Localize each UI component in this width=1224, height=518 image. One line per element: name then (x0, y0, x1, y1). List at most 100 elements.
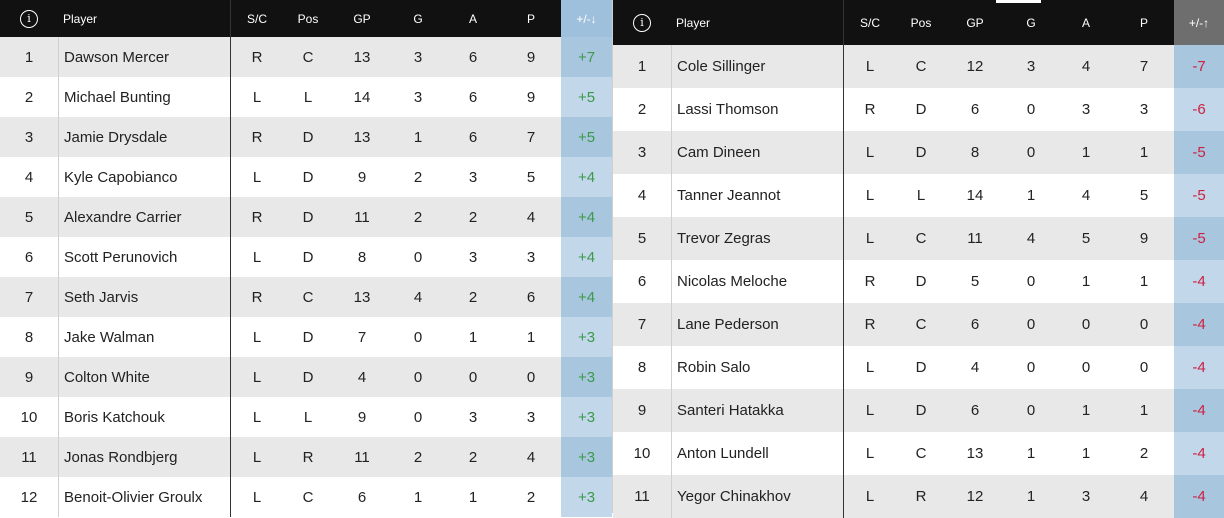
player-name-link[interactable]: Dawson Mercer (58, 37, 230, 77)
table-row[interactable]: 7 Seth Jarvis R C 13 4 2 6 +4 (0, 277, 612, 317)
column-header-gp[interactable]: GP (353, 11, 371, 26)
player-name-link[interactable]: Seth Jarvis (58, 277, 230, 317)
position-cell: D (915, 101, 927, 118)
assists-cell: 3 (1081, 101, 1091, 118)
rank-cell: 10 (20, 408, 38, 426)
player-name-link[interactable]: Lane Pederson (671, 303, 843, 346)
column-header-pos[interactable]: Pos (910, 15, 932, 30)
position-cell: D (302, 328, 314, 346)
table-row[interactable]: 5 Trevor Zegras L C 11 4 5 9 -5 (613, 217, 1224, 260)
table-row[interactable]: 2 Lassi Thomson R D 6 0 3 3 -6 (613, 88, 1224, 131)
player-name-link[interactable]: Nicolas Meloche (671, 260, 843, 303)
player-name-link[interactable]: Scott Perunovich (58, 237, 230, 277)
player-name-link[interactable]: Cam Dineen (671, 131, 843, 174)
table-row[interactable]: 8 Jake Walman L D 7 0 1 1 +3 (0, 317, 612, 357)
shoots-catches-cell: L (843, 432, 896, 475)
table-row[interactable]: 4 Kyle Capobianco L D 9 2 3 5 +4 (0, 157, 612, 197)
column-header-pos[interactable]: Pos (297, 11, 319, 26)
shoots-catches-cell: R (843, 88, 896, 131)
player-name-link[interactable]: Anton Lundell (671, 432, 843, 475)
assists-cell: 6 (468, 128, 478, 146)
table-row[interactable]: 9 Santeri Hatakka L D 6 0 1 1 -4 (613, 389, 1224, 432)
goals-cell: 2 (413, 448, 423, 466)
player-name-link[interactable]: Michael Bunting (58, 77, 230, 117)
goals-cell: 0 (1026, 273, 1036, 290)
column-header-p[interactable]: P (526, 11, 535, 26)
points-cell: 9 (526, 48, 536, 66)
assists-cell: 0 (468, 368, 478, 386)
column-header-player[interactable]: Player (63, 11, 98, 26)
rank-cell: 7 (24, 288, 34, 306)
games-played-cell: 6 (357, 488, 367, 506)
player-name-link[interactable]: Robin Salo (671, 346, 843, 389)
table-row[interactable]: 9 Colton White L D 4 0 0 0 +3 (0, 357, 612, 397)
column-header-a[interactable]: A (468, 11, 477, 26)
table-row[interactable]: 3 Jamie Drysdale R D 13 1 6 7 +5 (0, 117, 612, 157)
table-row[interactable]: 12 Benoit-Olivier Groulx L C 6 1 1 2 +3 (0, 477, 612, 517)
player-name-link[interactable]: Kyle Capobianco (58, 157, 230, 197)
info-button[interactable]: i (0, 0, 58, 37)
shoots-catches-cell: R (230, 197, 283, 237)
table-row[interactable]: 6 Nicolas Meloche R D 5 0 1 1 -4 (613, 260, 1224, 303)
player-name-link[interactable]: Alexandre Carrier (58, 197, 230, 237)
column-header-plus-minus-sorted[interactable]: +/-↓ (561, 0, 612, 37)
player-name-link[interactable]: Colton White (58, 357, 230, 397)
table-row[interactable]: 11 Jonas Rondbjerg L R 11 2 2 4 +3 (0, 437, 612, 477)
table-row[interactable]: 7 Lane Pederson R C 6 0 0 0 -4 (613, 303, 1224, 346)
player-name-link[interactable]: Trevor Zegras (671, 217, 843, 260)
goals-cell: 1 (1026, 488, 1036, 505)
assists-cell: 0 (1081, 359, 1091, 376)
games-played-cell: 12 (966, 488, 984, 505)
info-button[interactable]: i (613, 0, 671, 45)
column-header-a[interactable]: A (1081, 15, 1090, 30)
info-icon[interactable]: i (633, 13, 651, 32)
table-row[interactable]: 6 Scott Perunovich L D 8 0 3 3 +4 (0, 237, 612, 277)
column-header-sc[interactable]: S/C (843, 0, 896, 45)
table-row[interactable]: 8 Robin Salo L D 4 0 0 0 -4 (613, 346, 1224, 389)
table-row[interactable]: 5 Alexandre Carrier R D 11 2 2 4 +4 (0, 197, 612, 237)
assists-cell: 1 (1081, 273, 1091, 290)
assists-cell: 5 (1081, 230, 1091, 247)
player-name-link[interactable]: Yegor Chinakhov (671, 475, 843, 518)
points-cell: 4 (1139, 488, 1149, 505)
goals-cell: 3 (413, 48, 423, 66)
column-header-g[interactable]: G (1026, 15, 1036, 30)
shoots-catches-cell: L (843, 217, 896, 260)
column-header-gp[interactable]: GP (966, 15, 984, 30)
table-row[interactable]: 10 Boris Katchouk L L 9 0 3 3 +3 (0, 397, 612, 437)
goals-cell: 1 (1026, 445, 1036, 462)
position-cell: D (915, 273, 927, 290)
points-cell: 1 (1139, 273, 1149, 290)
table-row[interactable]: 10 Anton Lundell L C 13 1 1 2 -4 (613, 432, 1224, 475)
column-header-plus-minus-sorted[interactable]: +/-↑ (1174, 0, 1224, 45)
player-name-link[interactable]: Jake Walman (58, 317, 230, 357)
player-name-link[interactable]: Boris Katchouk (58, 397, 230, 437)
column-header-p[interactable]: P (1139, 15, 1148, 30)
column-header-sc[interactable]: S/C (230, 0, 283, 37)
table-row[interactable]: 1 Dawson Mercer R C 13 3 6 9 +7 (0, 37, 612, 77)
table-row[interactable]: 2 Michael Bunting L L 14 3 6 9 +5 (0, 77, 612, 117)
table-row[interactable]: 4 Tanner Jeannot L L 14 1 4 5 -5 (613, 174, 1224, 217)
player-name-link[interactable]: Lassi Thomson (671, 88, 843, 131)
player-name-link[interactable]: Cole Sillinger (671, 45, 843, 88)
player-name-link[interactable]: Santeri Hatakka (671, 389, 843, 432)
column-header-player[interactable]: Player (676, 15, 711, 30)
player-name-link[interactable]: Jamie Drysdale (58, 117, 230, 157)
plus-minus-cell: -5 (1174, 217, 1224, 260)
table-row[interactable]: 1 Cole Sillinger L C 12 3 4 7 -7 (613, 45, 1224, 88)
player-name-link[interactable]: Tanner Jeannot (671, 174, 843, 217)
assists-cell: 1 (1081, 402, 1091, 419)
shoots-catches-cell: R (230, 117, 283, 157)
column-header-g[interactable]: G (413, 11, 423, 26)
position-cell: C (302, 48, 314, 66)
player-name-link[interactable]: Jonas Rondbjerg (58, 437, 230, 477)
points-cell: 0 (1139, 359, 1149, 376)
info-icon[interactable]: i (20, 9, 38, 28)
table-header: i Player S/C Pos GP G A P +/-↓ (0, 0, 612, 37)
position-cell: L (303, 408, 313, 426)
goals-cell: 0 (1026, 359, 1036, 376)
table-row[interactable]: 3 Cam Dineen L D 8 0 1 1 -5 (613, 131, 1224, 174)
table-row[interactable]: 11 Yegor Chinakhov L R 12 1 3 4 -4 (613, 475, 1224, 518)
player-name-link[interactable]: Benoit-Olivier Groulx (58, 477, 230, 517)
rank-cell: 1 (637, 58, 647, 75)
